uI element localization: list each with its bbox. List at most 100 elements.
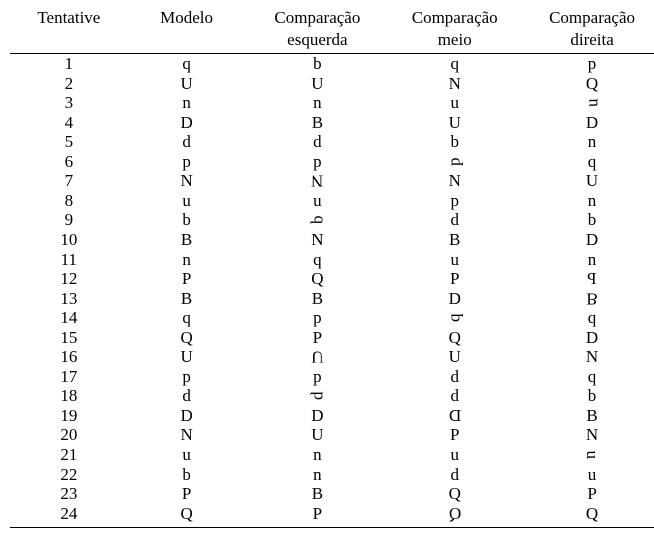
cell-tentative: 2: [10, 74, 128, 94]
glyph: P: [182, 484, 191, 503]
glyph: P: [450, 269, 459, 288]
glyph: n: [313, 445, 322, 464]
cell-esquerda: B: [245, 113, 389, 133]
cell-esquerda: U: [245, 74, 389, 94]
cell-meio: u: [389, 445, 520, 465]
table-row: 10BNBD: [10, 230, 654, 250]
glyph: U: [311, 425, 323, 444]
cell-direita: b: [520, 210, 654, 230]
cell-esquerda: P: [245, 328, 389, 348]
cell-direita: q: [520, 308, 654, 328]
cell-direita: Q: [520, 504, 654, 528]
cell-direita: D: [520, 113, 654, 133]
cell-meio: d: [389, 367, 520, 387]
glyph: Q: [586, 504, 598, 523]
cell-tentative: 10: [10, 230, 128, 250]
table-row: 2UUNQ: [10, 74, 654, 94]
cell-direita: q: [520, 367, 654, 387]
cell-meio: Q: [389, 484, 520, 504]
cell-tentative: 12: [10, 269, 128, 289]
cell-esquerda: N: [245, 171, 389, 191]
cell-modelo: b: [128, 210, 246, 230]
cell-direita: P: [520, 269, 654, 289]
table-body: 1qbqp2UUNQ3nnuu4DBUD5ddbn6pppq7NNNU8uupn…: [10, 54, 654, 528]
table-row: 24QPQQ: [10, 504, 654, 528]
glyph: D: [449, 289, 461, 308]
cell-modelo: Q: [128, 328, 246, 348]
glyph: Q: [311, 269, 323, 288]
glyph: B: [586, 406, 597, 425]
col-head-modelo-sub: [128, 30, 246, 54]
glyph: u: [182, 191, 191, 210]
glyph: b: [313, 54, 322, 73]
glyph: U: [586, 171, 598, 190]
cell-direita: U: [520, 171, 654, 191]
glyph: b: [588, 210, 597, 229]
glyph: D: [180, 406, 192, 425]
cell-esquerda: N: [245, 230, 389, 250]
cell-tentative: 17: [10, 367, 128, 387]
glyph: N: [180, 425, 192, 444]
cell-direita: b: [520, 386, 654, 406]
cell-modelo: D: [128, 113, 246, 133]
cell-direita: B: [520, 289, 654, 309]
glyph: U: [311, 347, 323, 367]
cell-meio: p: [389, 152, 520, 172]
cell-meio: B: [389, 230, 520, 250]
glyph: d: [450, 386, 459, 405]
cell-direita: N: [520, 347, 654, 367]
cell-modelo: D: [128, 406, 246, 426]
cell-meio: D: [389, 289, 520, 309]
glyph: B: [181, 289, 192, 308]
cell-modelo: P: [128, 269, 246, 289]
glyph: B: [312, 484, 323, 503]
glyph: n: [588, 191, 597, 210]
cell-meio: d: [389, 386, 520, 406]
cell-tentative: 16: [10, 347, 128, 367]
glyph: D: [449, 406, 461, 426]
cell-direita: P: [520, 484, 654, 504]
glyph: p: [182, 367, 191, 386]
glyph: d: [182, 386, 191, 405]
cell-modelo: b: [128, 465, 246, 485]
cell-modelo: u: [128, 445, 246, 465]
cell-esquerda: u: [245, 191, 389, 211]
glyph: d: [308, 392, 328, 401]
glyph: N: [586, 425, 598, 444]
table-row: 1qbqp: [10, 54, 654, 74]
cell-esquerda: b: [245, 54, 389, 74]
table-row: 5ddbn: [10, 132, 654, 152]
glyph: u: [450, 445, 459, 464]
glyph: N: [180, 171, 192, 190]
table-row: 21unuu: [10, 445, 654, 465]
cell-modelo: n: [128, 93, 246, 113]
cell-meio: u: [389, 250, 520, 270]
cell-esquerda: B: [245, 484, 389, 504]
cell-meio: U: [389, 113, 520, 133]
table-row: 23PBQP: [10, 484, 654, 504]
cell-direita: n: [520, 191, 654, 211]
glyph: u: [450, 93, 459, 112]
glyph: Q: [449, 328, 461, 347]
table-row: 9bbdb: [10, 210, 654, 230]
glyph: q: [182, 54, 191, 73]
glyph: Q: [180, 504, 192, 523]
cell-meio: q: [389, 54, 520, 74]
cell-modelo: u: [128, 191, 246, 211]
cell-meio: d: [389, 465, 520, 485]
glyph: d: [450, 367, 459, 386]
glyph: p: [445, 157, 465, 166]
table-row: 15QPQD: [10, 328, 654, 348]
glyph: p: [588, 54, 597, 73]
cell-modelo: Q: [128, 504, 246, 528]
cell-esquerda: n: [245, 445, 389, 465]
glyph: q: [182, 308, 191, 327]
glyph: n: [313, 93, 322, 112]
cell-tentative: 9: [10, 210, 128, 230]
table-header-row-2: esquerda meio direita: [10, 30, 654, 54]
cell-esquerda: b: [245, 210, 389, 230]
table-row: 12PQPP: [10, 269, 654, 289]
cell-direita: u: [520, 93, 654, 113]
cell-tentative: 3: [10, 93, 128, 113]
cell-esquerda: D: [245, 406, 389, 426]
